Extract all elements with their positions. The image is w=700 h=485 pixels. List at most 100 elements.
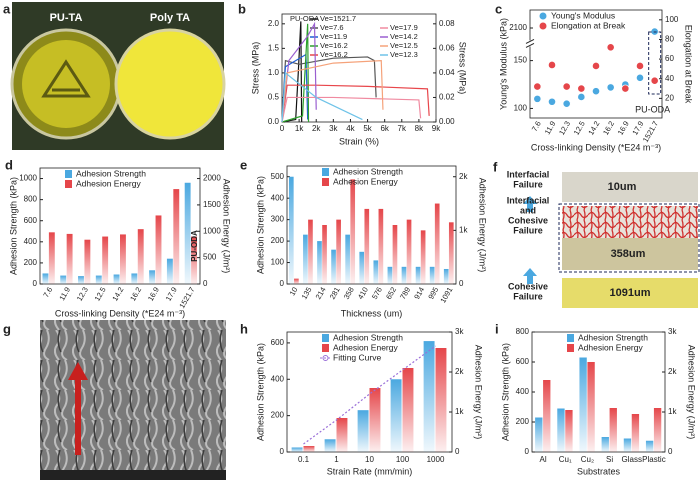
series-line — [281, 71, 363, 123]
point — [636, 73, 644, 82]
legend-swatch — [539, 12, 547, 20]
bar — [435, 348, 447, 452]
panel-label: i — [495, 321, 499, 336]
point — [650, 76, 659, 85]
y2-tick-label: 1k — [455, 407, 464, 416]
x-axis-title: Cross-linking Density (*E24 m⁻³) — [55, 308, 185, 318]
point — [577, 84, 586, 93]
y2-tick-label: 2k — [455, 367, 464, 376]
y2-axis-title: Adhesion Energy (J/m²) — [687, 345, 697, 440]
bar — [78, 276, 84, 284]
x-tick-label: 4k — [346, 124, 355, 133]
point — [592, 87, 600, 96]
legend-label: Ve=17.9 — [390, 23, 418, 32]
legend-label: Adhesion Strength — [578, 332, 648, 342]
x-axis-title: Strain Rate (mm/min) — [327, 466, 413, 476]
legend-label: Adhesion Strength — [333, 332, 403, 342]
photo-a: a PU-TA Poly TA — [3, 1, 226, 150]
x-tick-label: 14.2 — [586, 119, 601, 136]
y2-tick-label: 0 — [203, 279, 208, 288]
x-tick-label: 1k — [295, 124, 304, 133]
legend-label: Fitting Curve — [333, 352, 381, 362]
bar — [565, 410, 573, 452]
legend-label: Ve=7.6 — [320, 23, 344, 32]
x-tick-label: Si — [606, 455, 613, 464]
y2-tick-label: 3k — [668, 327, 677, 336]
x-tick-label: 10 — [365, 455, 374, 464]
y-tick-label: 400 — [24, 237, 38, 246]
x-tick-label: 214 — [314, 285, 328, 300]
y-axis-title: Stress (MPa) — [250, 42, 260, 95]
x-tick-label: 1521.7 — [177, 285, 196, 309]
x-tick-label: 1 — [334, 455, 339, 464]
fit-line — [303, 345, 436, 445]
caption: Poly TA — [150, 12, 190, 24]
legend-label: Adhesion Strength — [333, 166, 403, 176]
legend-label: Ve=16.2 — [320, 41, 348, 50]
x-tick-label: 16.2 — [601, 119, 616, 136]
series-line — [281, 23, 310, 123]
y-tick-label: 400 — [271, 374, 285, 383]
bar — [369, 388, 381, 452]
x-tick-label: 8k — [415, 124, 424, 133]
y-axis-title: Adhesion Strength (kPa) — [255, 343, 265, 441]
x-axis-title: Thickness (um) — [341, 308, 403, 318]
chart-d: d020040060080010000500100015002000Adhesi… — [5, 157, 232, 318]
legend-label: Young's Modulus — [551, 10, 615, 20]
y2-tick-label: 1k — [668, 407, 677, 416]
bar — [406, 219, 412, 284]
y2-tick-label: 0.02 — [439, 93, 455, 102]
bar — [113, 274, 120, 284]
annotation: Cohesive — [508, 281, 548, 291]
bar — [291, 447, 303, 452]
legend-swatch — [65, 180, 72, 188]
x-tick-label: 16.9 — [146, 285, 161, 302]
y2-tick-label: 1000 — [203, 226, 221, 235]
plot-frame — [286, 165, 457, 285]
y-tick-label: 0.5 — [268, 93, 280, 102]
y-tick-label: 100 — [514, 104, 528, 113]
x-tick-label: 9k — [432, 124, 441, 133]
highlight-box — [648, 31, 662, 95]
bar — [324, 439, 336, 452]
bar — [357, 410, 369, 452]
annotation: PU-ODA — [290, 14, 319, 23]
bar — [303, 446, 315, 452]
y-axis-title: Adhesion Strength (kPa) — [500, 343, 510, 441]
y-tick-label: 200 — [271, 236, 285, 245]
y-tick-label: 2.0 — [268, 19, 280, 28]
x-tick-label: 14.2 — [110, 285, 125, 302]
bar — [131, 273, 138, 284]
bar — [331, 249, 336, 284]
bar — [48, 232, 55, 284]
point — [621, 84, 630, 93]
legend-label: Adhesion Energy — [578, 342, 643, 352]
x-tick-label: 1091 — [438, 285, 454, 304]
point — [562, 82, 571, 91]
y2-tick-label: 0 — [455, 447, 460, 456]
x-axis-title: Strain (%) — [339, 136, 379, 146]
y-tick-label: 600 — [516, 357, 530, 366]
panel-label: e — [240, 157, 247, 172]
x-tick-label: 914 — [412, 285, 426, 300]
panel-label: a — [3, 1, 11, 16]
point — [606, 83, 615, 92]
bar — [166, 258, 173, 284]
legend-label: Ve=12.3 — [390, 50, 418, 59]
bar — [42, 273, 49, 284]
bar — [623, 438, 632, 452]
x-tick-label: 7.6 — [41, 285, 54, 299]
bar — [294, 278, 299, 284]
point — [636, 62, 644, 70]
legend-label: Ve=12.5 — [390, 41, 418, 50]
axis-break — [527, 40, 533, 47]
x-tick-label: 135 — [300, 285, 314, 300]
bar — [434, 203, 440, 284]
x-tick-label: Plastic — [642, 455, 666, 464]
x-tick-label: 2k — [312, 124, 321, 133]
x-tick-label: 16.2 — [128, 285, 143, 302]
y2-tick-label: 3k — [455, 327, 464, 336]
x-axis-title: Cross-linking Density (*E24 m⁻³) — [531, 142, 661, 152]
y-tick-label: 1.5 — [268, 43, 280, 52]
bar — [443, 268, 449, 284]
